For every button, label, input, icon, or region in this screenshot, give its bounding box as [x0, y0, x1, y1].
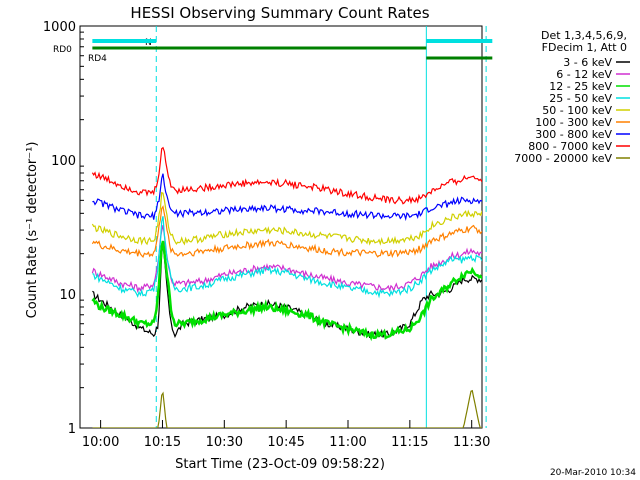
y-tick-label: 1000 [43, 20, 76, 35]
x-axis-label: Start Time (23-Oct-09 09:58:22) [175, 457, 385, 472]
y-ticks: 1 10 100 1000 [43, 20, 84, 437]
x-tick-label: 10:15 [144, 435, 181, 450]
series-line [91, 205, 482, 258]
y-tick-label: 100 [51, 154, 76, 169]
x-tick-label: 10:30 [206, 435, 243, 450]
series-line [92, 389, 482, 428]
x-tick-label: 10:00 [82, 435, 119, 450]
series-line [91, 191, 482, 246]
legend-header-1: Det 1,3,4,5,6,9, [541, 29, 627, 42]
x-tick-label: 11:30 [453, 435, 490, 450]
rd4-label: RD4 [88, 54, 107, 64]
legend-label: 25 - 50 keV [549, 92, 612, 105]
legend-label: 50 - 100 keV [542, 104, 612, 117]
series-line [91, 146, 482, 205]
y-tick-label: 10 [59, 288, 76, 303]
chart-title: HESSI Observing Summary Count Rates [130, 4, 429, 22]
x-tick-label: 10:45 [267, 435, 304, 450]
legend-label: 800 - 7000 keV [528, 140, 612, 153]
series-line [91, 224, 482, 293]
legend-label: 7000 - 20000 keV [514, 152, 612, 165]
footer-date: 20-Mar-2010 10:34 [550, 468, 636, 478]
plot-frame [79, 25, 483, 429]
legend-header-2: FDecim 1, Att 0 [542, 41, 627, 54]
x-tick-label: 11:15 [391, 435, 428, 450]
legend-label: 300 - 800 keV [535, 128, 612, 141]
legend-label: 100 - 300 keV [535, 116, 612, 129]
x-ticks: 10:00 10:15 10:30 10:45 11:00 11:15 11:30 [82, 420, 490, 450]
y-tick-label: 1 [68, 422, 76, 437]
legend-label: 3 - 6 keV [563, 56, 612, 69]
x-tick-label: 11:00 [329, 435, 366, 450]
legend-label: 12 - 25 keV [549, 80, 612, 93]
series-line [92, 216, 482, 299]
rd0-label: RD0 [53, 45, 72, 55]
legend-label: 6 - 12 keV [556, 68, 612, 81]
series-line [92, 173, 482, 222]
plot-layer [91, 26, 493, 428]
y-axis-label: Count Rate (s⁻¹ detector⁻¹) [25, 142, 40, 319]
series-line [91, 240, 482, 342]
